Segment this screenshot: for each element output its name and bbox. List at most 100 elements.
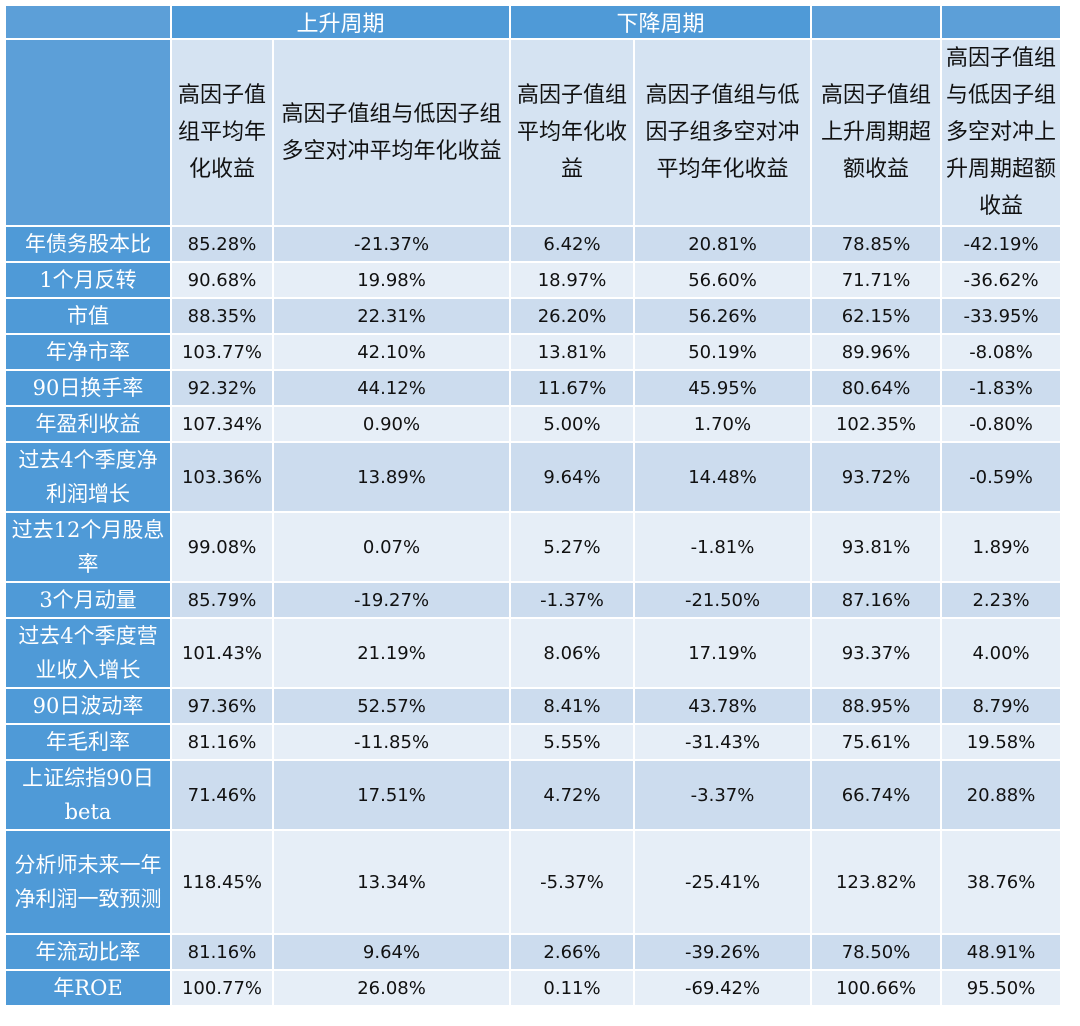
table-cell: 80.64%: [810, 369, 943, 407]
table-cell: 38.76%: [940, 829, 1063, 935]
table-cell: 48.91%: [940, 933, 1063, 971]
table-cell: -1.83%: [940, 369, 1063, 407]
row-label: 90日换手率: [4, 369, 172, 407]
table-cell: 5.55%: [509, 723, 636, 761]
group-header-blank: [940, 4, 1063, 40]
table-row: 过去4个季度营业收入增长 101.43% 21.19% 8.06% 17.19% 93.3…: [4, 617, 1063, 689]
row-label: 分析师未来一年净利润一致预测: [4, 829, 172, 935]
table-cell: 90.68%: [170, 261, 274, 299]
row-label: 1个月反转: [4, 261, 172, 299]
table-cell: 26.08%: [271, 969, 512, 1007]
table-cell: 20.88%: [940, 759, 1063, 831]
row-label: 上证综指90日beta: [4, 759, 172, 831]
factor-returns-table: 上升周期 下降周期 高因子值组平均年化收益 高因子值组与低因子组多空对冲平均年化…: [4, 4, 1063, 1007]
table-cell: 17.19%: [633, 617, 813, 689]
row-label: 过去4个季度营业收入增长: [4, 617, 172, 689]
table-cell: 2.66%: [509, 933, 636, 971]
table-row: 过去12个月股息率 99.08% 0.07% 5.27% -1.81% 93.81% 1.8…: [4, 511, 1063, 583]
column-header: 高因子值组与低因子组多空对冲平均年化收益: [271, 38, 512, 227]
table-cell: 118.45%: [170, 829, 274, 935]
table-cell: 44.12%: [271, 369, 512, 407]
column-header: 高因子值组平均年化收益: [170, 38, 274, 227]
table-cell: 13.34%: [271, 829, 512, 935]
table-cell: 2.23%: [940, 581, 1063, 619]
table-cell: 123.82%: [810, 829, 943, 935]
table-cell: 13.89%: [271, 441, 512, 513]
table-row: 90日换手率 92.32% 44.12% 11.67% 45.95% 80.64% -1.8…: [4, 369, 1063, 407]
column-header: 高因子值组与低因子组多空对冲上升周期超额收益: [940, 38, 1063, 227]
table-cell: 6.42%: [509, 225, 636, 263]
table-cell: 11.67%: [509, 369, 636, 407]
row-label: 市值: [4, 297, 172, 335]
table-cell: 5.00%: [509, 405, 636, 443]
table-cell: 0.11%: [509, 969, 636, 1007]
table-cell: 17.51%: [271, 759, 512, 831]
table-row: 3个月动量 85.79% -19.27% -1.37% -21.50% 87.16% 2.2…: [4, 581, 1063, 619]
table-cell: 85.79%: [170, 581, 274, 619]
table-cell: 100.66%: [810, 969, 943, 1007]
table-cell: -21.50%: [633, 581, 813, 619]
table-cell: 93.81%: [810, 511, 943, 583]
table-cell: 75.61%: [810, 723, 943, 761]
table-cell: 21.19%: [271, 617, 512, 689]
table-cell: 101.43%: [170, 617, 274, 689]
table-row: 上证综指90日beta 71.46% 17.51% 4.72% -3.37% 66.74%…: [4, 759, 1063, 831]
table-cell: 9.64%: [271, 933, 512, 971]
table-cell: 85.28%: [170, 225, 274, 263]
table-cell: 66.74%: [810, 759, 943, 831]
column-header: 高因子值组平均年化收益: [509, 38, 636, 227]
table-cell: 19.58%: [940, 723, 1063, 761]
table-cell: -5.37%: [509, 829, 636, 935]
column-header: 高因子值组与低因子组多空对冲平均年化收益: [633, 38, 813, 227]
group-header-up: 上升周期: [169, 4, 512, 40]
table-row: 年流动比率 81.16% 9.64% 2.66% -39.26% 78.50% 48.91%: [4, 933, 1063, 971]
table-cell: -31.43%: [633, 723, 813, 761]
table-cell: -1.37%: [509, 581, 636, 619]
row-label: 3个月动量: [4, 581, 172, 619]
table-cell: 50.19%: [633, 333, 813, 371]
table-cell: 97.36%: [170, 687, 274, 725]
table-row: 过去4个季度净利润增长 103.36% 13.89% 9.64% 14.48% 93.72…: [4, 441, 1063, 513]
table-cell: -8.08%: [940, 333, 1063, 371]
table-row: 年毛利率 81.16% -11.85% 5.55% -31.43% 75.61% 19.58…: [4, 723, 1063, 761]
table-cell: 89.96%: [810, 333, 943, 371]
table-cell: -3.37%: [633, 759, 813, 831]
table-cell: -19.27%: [271, 581, 512, 619]
row-label: 过去4个季度净利润增长: [4, 441, 172, 513]
table-cell: -0.80%: [940, 405, 1063, 443]
row-label: 过去12个月股息率: [4, 511, 172, 583]
table-cell: 71.71%: [810, 261, 943, 299]
table-cell: 78.50%: [810, 933, 943, 971]
table-cell: 1.70%: [633, 405, 813, 443]
table-cell: -33.95%: [940, 297, 1063, 335]
table-cell: 13.81%: [509, 333, 636, 371]
table-cell: 20.81%: [633, 225, 813, 263]
table-cell: -42.19%: [940, 225, 1063, 263]
row-label: 年ROE: [4, 969, 172, 1007]
header-corner: [4, 38, 172, 227]
column-header: 高因子值组上升周期超额收益: [810, 38, 943, 227]
table-cell: 81.16%: [170, 933, 274, 971]
table-body: 年债务股本比 85.28% -21.37% 6.42% 20.81% 78.85% -42.…: [4, 225, 1063, 1007]
table-cell: 56.26%: [633, 297, 813, 335]
table-cell: 42.10%: [271, 333, 512, 371]
table-row: 年ROE 100.77% 26.08% 0.11% -69.42% 100.66% 95.5…: [4, 969, 1063, 1007]
table-cell: 103.36%: [170, 441, 274, 513]
table-cell: 22.31%: [271, 297, 512, 335]
table-cell: -69.42%: [633, 969, 813, 1007]
table-row: 1个月反转 90.68% 19.98% 18.97% 56.60% 71.71% -36.6…: [4, 261, 1063, 299]
group-header-down: 下降周期: [509, 4, 813, 40]
table-cell: -36.62%: [940, 261, 1063, 299]
table-cell: 52.57%: [271, 687, 512, 725]
table-cell: 56.60%: [633, 261, 813, 299]
table-cell: 4.72%: [509, 759, 636, 831]
column-header-row: 高因子值组平均年化收益 高因子值组与低因子组多空对冲平均年化收益 高因子值组平均…: [4, 38, 1063, 227]
table-cell: 62.15%: [810, 297, 943, 335]
table-cell: 87.16%: [810, 581, 943, 619]
header-corner: [4, 4, 172, 40]
table-cell: -39.26%: [633, 933, 813, 971]
table-cell: 5.27%: [509, 511, 636, 583]
table-cell: 95.50%: [940, 969, 1063, 1007]
table-cell: 9.64%: [509, 441, 636, 513]
table-cell: 45.95%: [633, 369, 813, 407]
